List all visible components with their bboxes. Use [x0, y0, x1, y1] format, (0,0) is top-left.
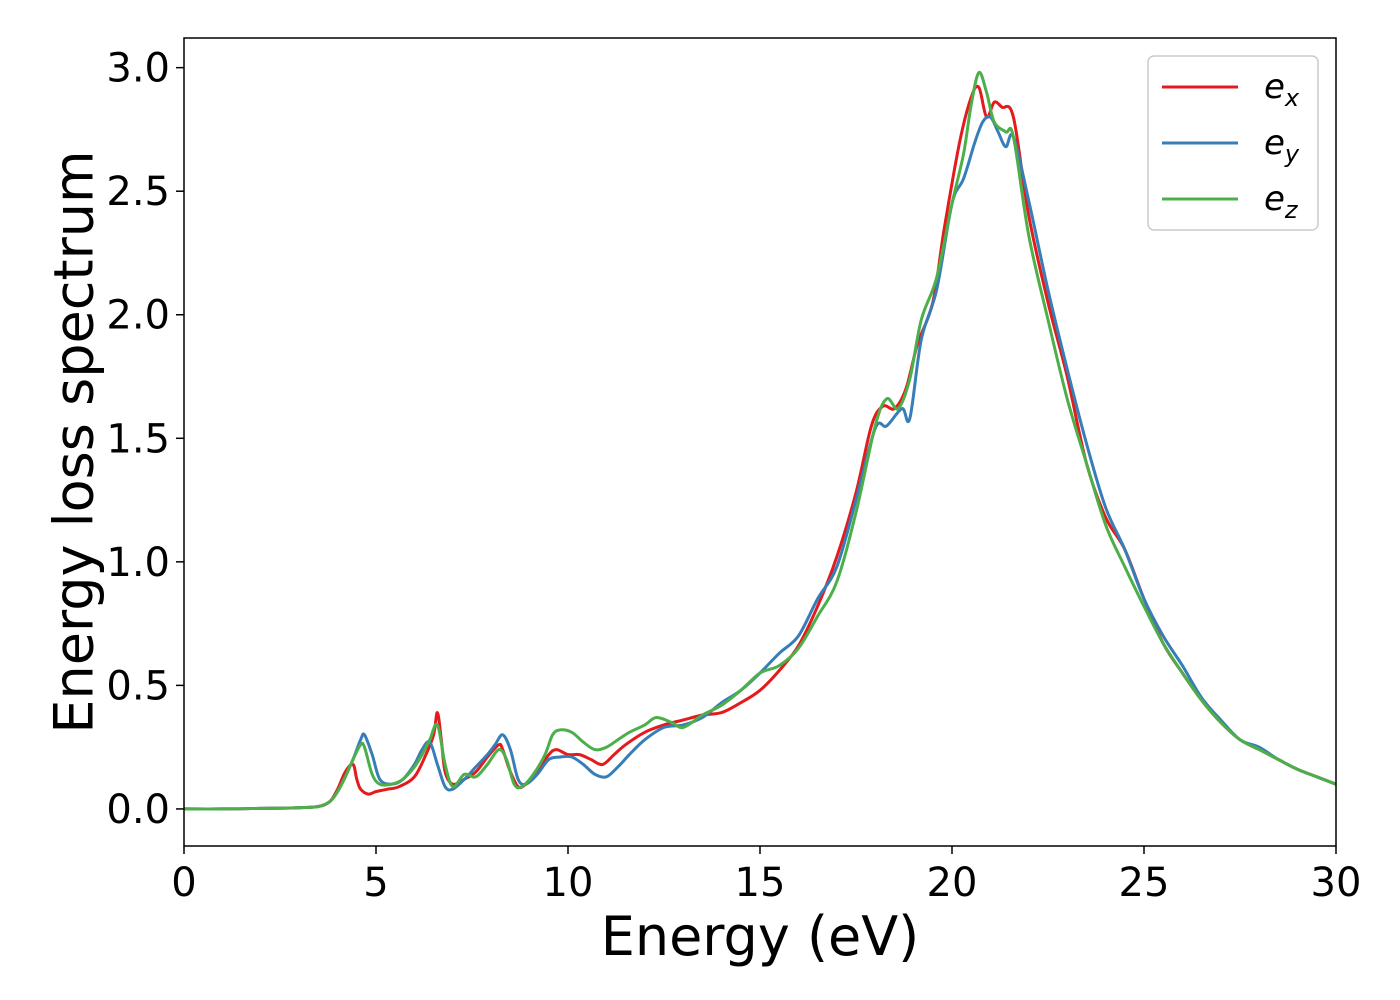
- legend-label-ey: ey: [1264, 123, 1300, 168]
- x-tick-label: 0: [171, 860, 196, 906]
- legend-label-ez: ez: [1264, 179, 1299, 224]
- legend: ex ey ez: [1147, 55, 1319, 231]
- x-tick-label: 5: [363, 860, 388, 906]
- y-tick-label: 0.5: [106, 663, 170, 709]
- plot-frame: [183, 37, 1337, 847]
- series-line-ez: [183, 71, 1337, 811]
- y-tick-label: 0.0: [106, 787, 170, 833]
- x-tick-label: 20: [927, 860, 978, 906]
- x-tick-label: 10: [543, 860, 594, 906]
- x-tick-label: 15: [735, 860, 786, 906]
- series-layer: [183, 71, 1337, 811]
- series-line-ex: [183, 84, 1337, 811]
- x-tick-label: 25: [1119, 860, 1170, 906]
- y-axis-title: Energy loss spectrum: [43, 150, 106, 733]
- y-tick-label: 1.0: [106, 540, 170, 586]
- legend-label-ex: ex: [1264, 67, 1300, 112]
- y-tick-label: 1.5: [106, 416, 170, 462]
- x-tick-label: 30: [1311, 860, 1362, 906]
- x-axis-title: Energy (eV): [601, 905, 920, 968]
- ticks-layer: 0 5 10 15 20 25 30 0.0 0.5 1.0 1.5 2.0 2.5 3.0: [106, 46, 1361, 906]
- y-tick-label: 3.0: [106, 46, 170, 92]
- y-tick-label: 2.0: [106, 293, 170, 339]
- y-tick-label: 2.5: [106, 169, 170, 215]
